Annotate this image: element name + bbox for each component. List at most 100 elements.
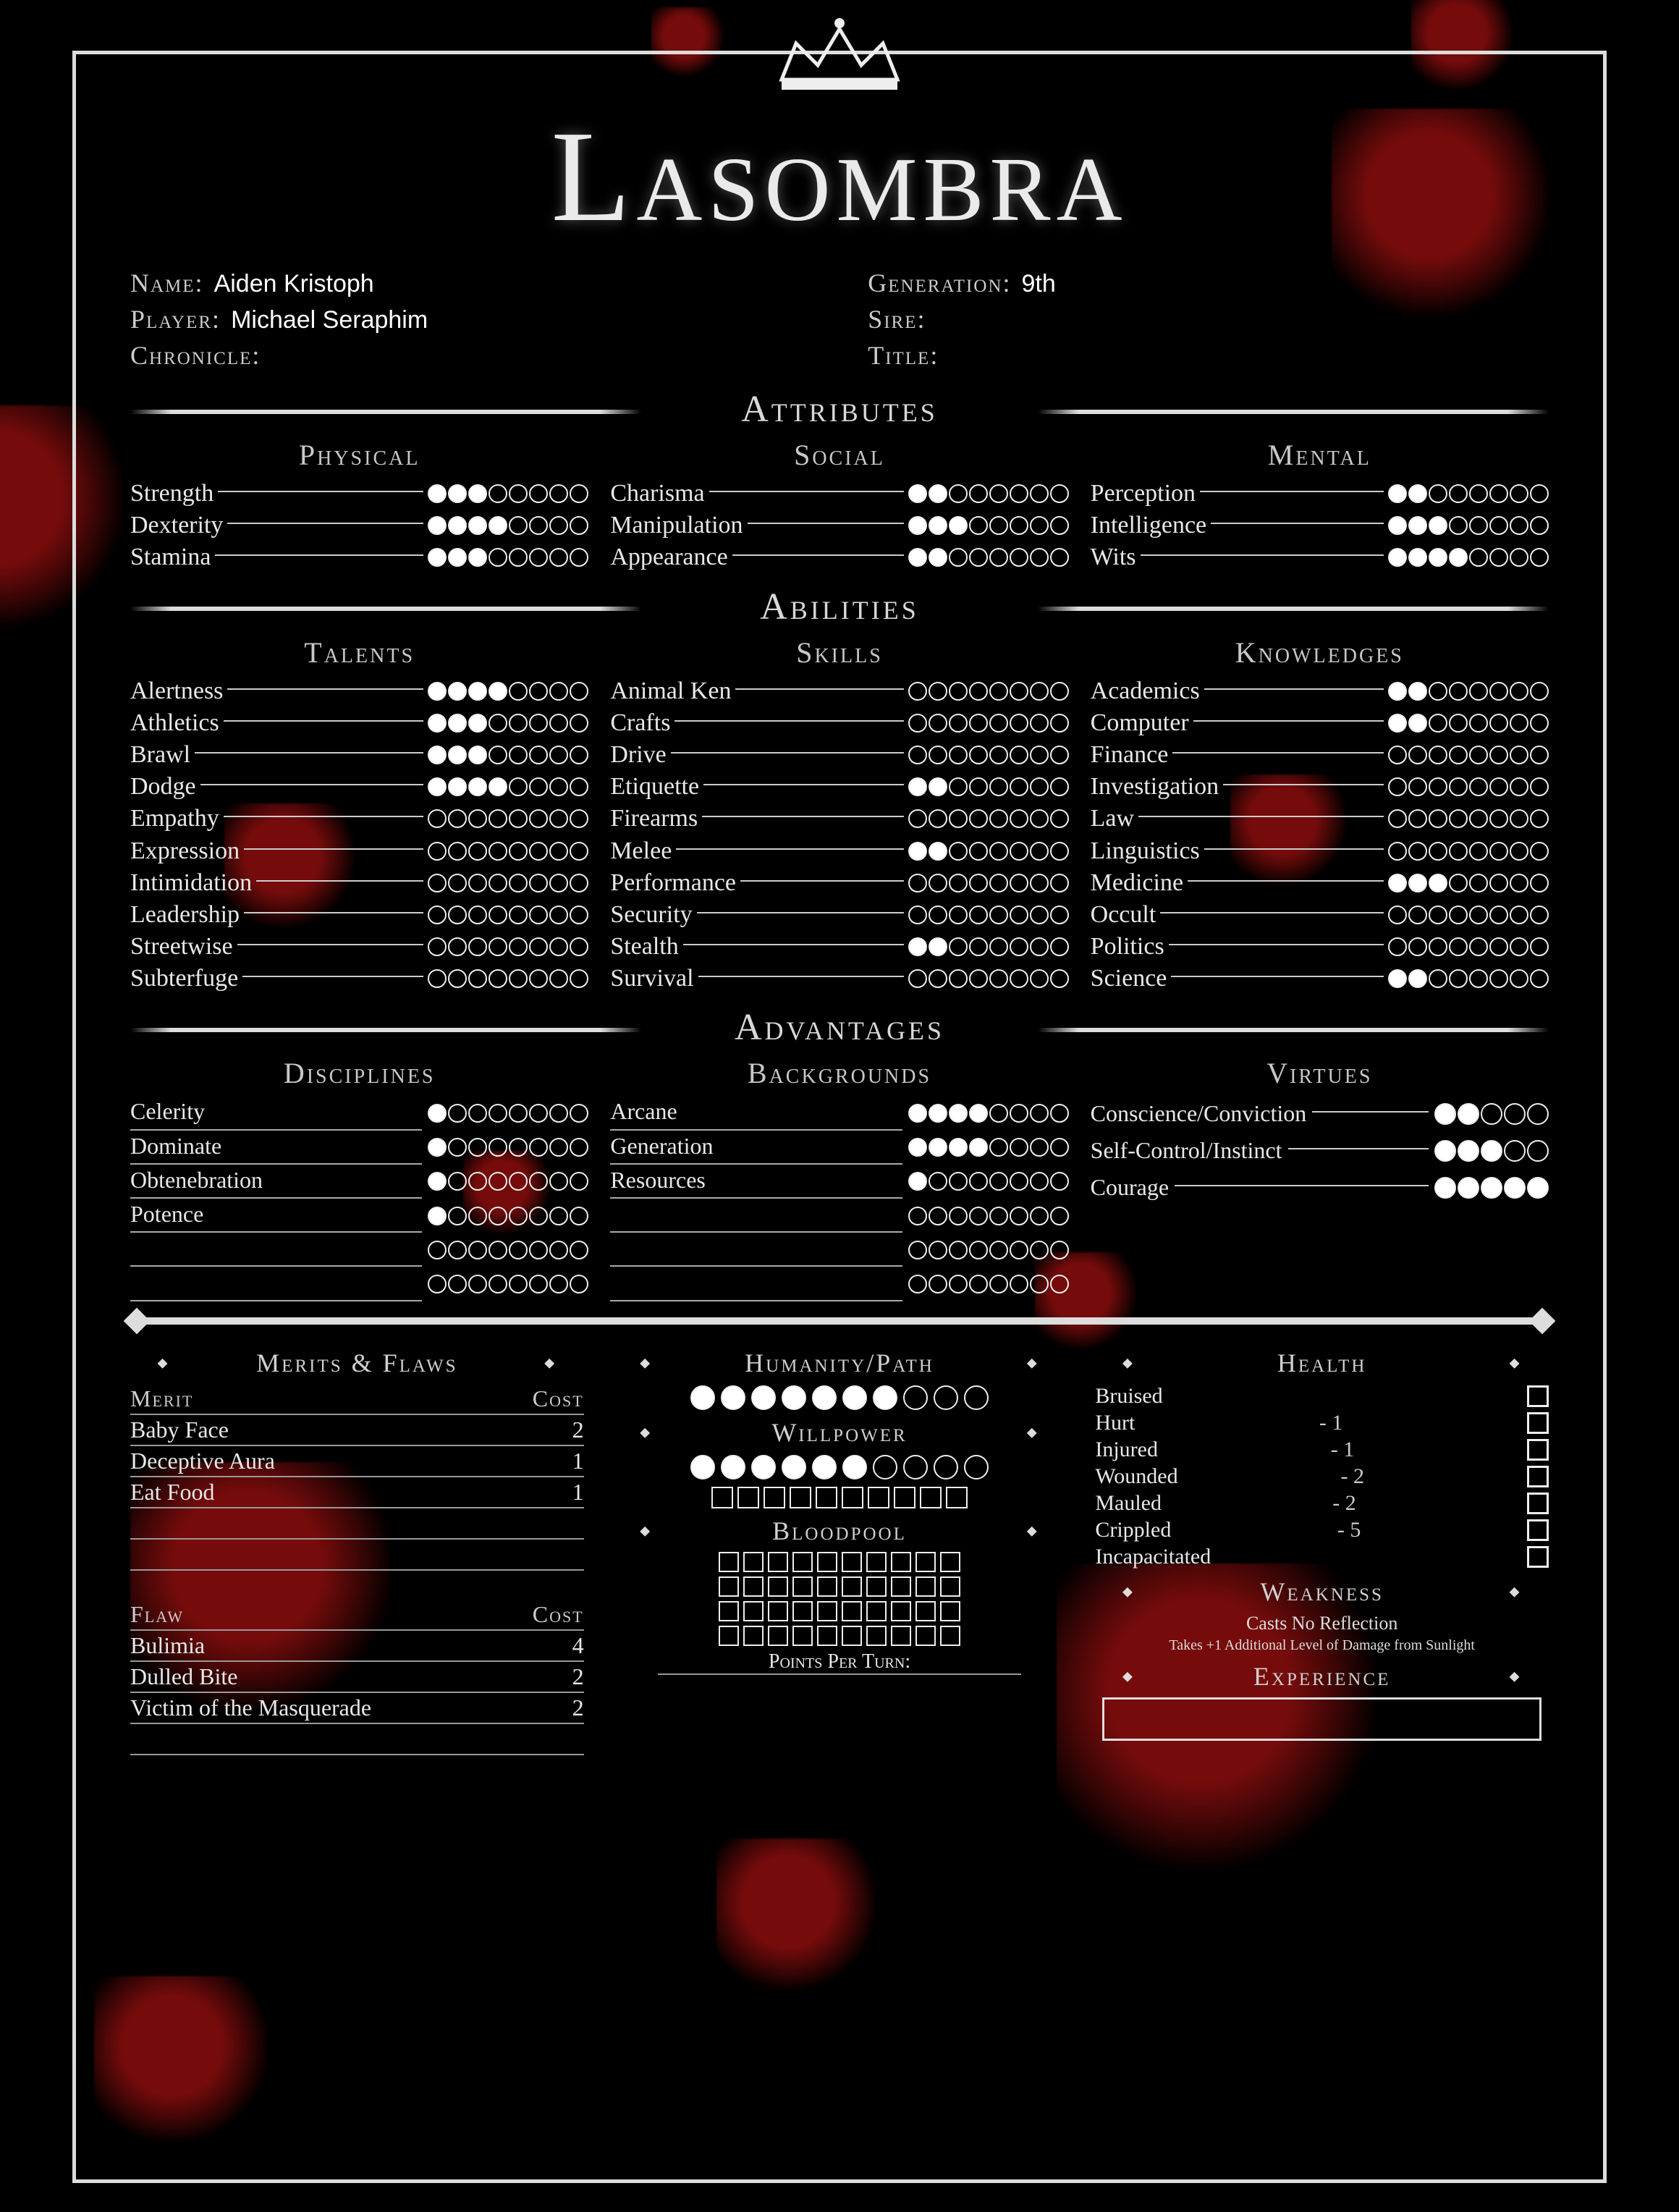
dot-track bbox=[428, 484, 588, 503]
square bbox=[866, 1552, 887, 1572]
dot bbox=[1481, 1140, 1502, 1162]
dot bbox=[1530, 548, 1549, 567]
dot bbox=[529, 1138, 548, 1157]
dot bbox=[509, 1172, 528, 1191]
trait-row: Linguistics bbox=[1091, 835, 1549, 867]
dot bbox=[1408, 969, 1427, 988]
dot bbox=[1030, 842, 1049, 861]
dot bbox=[509, 1138, 528, 1157]
health-box bbox=[1527, 1412, 1549, 1434]
dot bbox=[570, 842, 588, 861]
dot bbox=[468, 516, 487, 535]
dot bbox=[549, 1275, 568, 1293]
dot bbox=[1530, 516, 1549, 535]
dot bbox=[468, 746, 487, 764]
dot bbox=[1429, 937, 1447, 956]
dot bbox=[929, 777, 947, 796]
dot bbox=[812, 1385, 837, 1410]
trait-row: Wits bbox=[1091, 541, 1549, 573]
dot bbox=[969, 842, 988, 861]
dot bbox=[1434, 1140, 1456, 1162]
trait-label: Animal Ken bbox=[610, 675, 731, 707]
dot-track bbox=[428, 1138, 588, 1157]
dot bbox=[489, 842, 507, 861]
dot bbox=[1429, 682, 1447, 701]
trait-row: Etiquette bbox=[610, 771, 1068, 803]
dot bbox=[908, 714, 927, 733]
dot bbox=[529, 1104, 548, 1123]
dot bbox=[1481, 1177, 1502, 1199]
adv-label bbox=[130, 1233, 422, 1267]
dot bbox=[1429, 874, 1447, 892]
dot bbox=[1510, 906, 1528, 924]
trait-row: Intimidation bbox=[130, 867, 588, 899]
dot bbox=[428, 1172, 447, 1191]
adv-column: DisciplinesCelerityDominateObtenebration… bbox=[130, 1056, 588, 1301]
adv-row: Potence bbox=[130, 1199, 588, 1233]
dot bbox=[570, 937, 588, 956]
dot bbox=[448, 746, 467, 764]
health-penalty: - 2 bbox=[1331, 1464, 1374, 1489]
dot bbox=[1408, 777, 1427, 796]
dot-track bbox=[908, 1275, 1069, 1293]
mf-label: Deceptive Aura bbox=[130, 1448, 275, 1474]
dot bbox=[1469, 874, 1488, 892]
dot bbox=[448, 1104, 467, 1123]
adv-row bbox=[610, 1267, 1068, 1301]
trait-row: Perception bbox=[1091, 478, 1549, 510]
square bbox=[817, 1552, 837, 1572]
mf-cost: 2 bbox=[572, 1417, 584, 1443]
trait-row: Leadership bbox=[130, 899, 588, 931]
square bbox=[817, 1626, 837, 1646]
name-value: Aiden Kristoph bbox=[214, 270, 374, 298]
trait-row: Security bbox=[610, 899, 1068, 931]
dot bbox=[929, 1172, 947, 1191]
dot bbox=[929, 1104, 947, 1123]
dot-track bbox=[428, 874, 588, 892]
dot-track bbox=[908, 516, 1069, 535]
dot bbox=[570, 874, 588, 892]
dot bbox=[1429, 809, 1447, 828]
adv-row bbox=[610, 1233, 1068, 1267]
dot bbox=[1458, 1140, 1479, 1162]
dot-track bbox=[908, 777, 1069, 796]
dot bbox=[934, 1385, 958, 1410]
dot-track bbox=[1388, 484, 1549, 503]
bp-row bbox=[719, 1626, 960, 1646]
trait-row: Melee bbox=[610, 835, 1068, 867]
experience-box bbox=[1102, 1697, 1541, 1741]
trait-label: Empathy bbox=[130, 803, 219, 835]
dot bbox=[1429, 969, 1447, 988]
dot bbox=[1010, 969, 1028, 988]
dot bbox=[1530, 842, 1549, 861]
dot bbox=[949, 1241, 968, 1259]
dot bbox=[1510, 777, 1528, 796]
adv-label bbox=[610, 1233, 902, 1267]
adv-label: Arcane bbox=[610, 1096, 902, 1130]
adv-label bbox=[610, 1267, 902, 1301]
trait-label: Finance bbox=[1091, 739, 1169, 771]
dot bbox=[969, 906, 988, 924]
dot bbox=[1050, 548, 1069, 567]
adv-label: Dominate bbox=[130, 1131, 422, 1165]
dot bbox=[1050, 809, 1069, 828]
trait-label: Science bbox=[1091, 963, 1167, 995]
dot bbox=[570, 1172, 588, 1191]
dot-track bbox=[428, 842, 588, 861]
dot bbox=[989, 484, 1008, 503]
mf-row: Victim of the Masquerade2 bbox=[130, 1693, 584, 1724]
dot bbox=[448, 842, 467, 861]
trait-column: KnowledgesAcademicsComputerFinanceInvest… bbox=[1091, 636, 1549, 995]
dot bbox=[570, 484, 588, 503]
dot bbox=[1449, 842, 1468, 861]
trait-row: Academics bbox=[1091, 675, 1549, 707]
dot bbox=[908, 937, 927, 956]
dot bbox=[1030, 937, 1049, 956]
dot bbox=[1030, 1241, 1049, 1259]
dot bbox=[929, 746, 947, 764]
trait-row: Performance bbox=[610, 867, 1068, 899]
mf-cost bbox=[578, 1510, 584, 1537]
dot bbox=[468, 1104, 487, 1123]
trait-row: Science bbox=[1091, 963, 1549, 995]
health-label: Incapacitated bbox=[1095, 1545, 1211, 1569]
